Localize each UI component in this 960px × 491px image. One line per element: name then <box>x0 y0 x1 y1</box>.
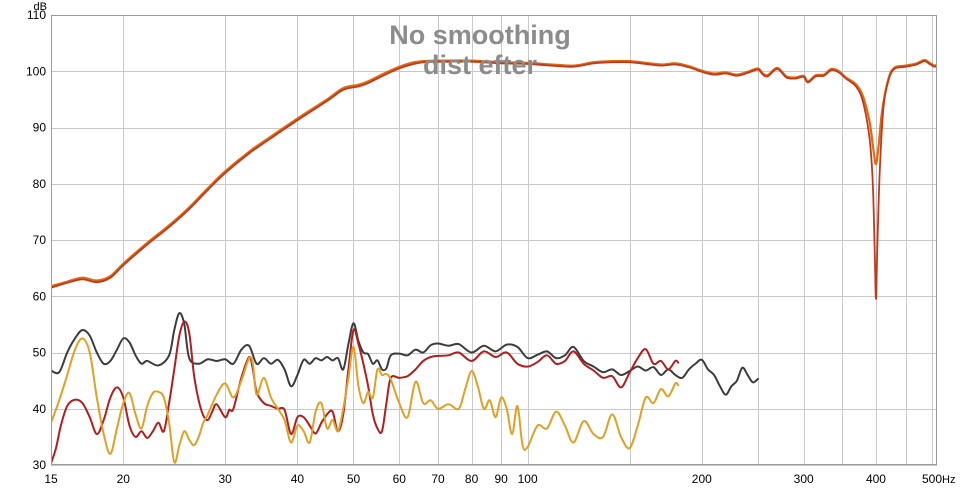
series-line-1 <box>51 58 937 288</box>
x-tick-label: 40 <box>291 472 305 486</box>
x-tick-label: 60 <box>393 472 407 486</box>
x-tick-labels: 15 20 30 40 50 60 70 80 90 100 200 300 400 500 <box>44 472 942 486</box>
x-tick-label: 100 <box>518 472 538 486</box>
series-line-4 <box>51 320 680 465</box>
series-group <box>51 58 937 465</box>
x-tick-label: 80 <box>465 472 479 486</box>
chart-subtitle: dist efter <box>423 50 538 80</box>
grid <box>51 15 937 466</box>
chart-title: No smoothing <box>389 20 570 50</box>
y-axis-unit-label: dB <box>34 1 47 13</box>
y-tick-label: 110 <box>27 8 46 22</box>
x-axis-unit-label: Hz <box>942 474 955 486</box>
series-line-3 <box>51 312 759 396</box>
y-tick-label: 90 <box>33 121 47 135</box>
x-tick-label: 50 <box>347 472 361 486</box>
y-tick-label: 60 <box>33 289 47 303</box>
x-tick-label: 300 <box>794 472 814 486</box>
y-tick-label: 30 <box>33 458 47 472</box>
x-tick-label: 200 <box>692 472 712 486</box>
x-tick-label: 90 <box>495 472 509 486</box>
y-tick-label: 80 <box>33 177 47 191</box>
x-tick-label: 15 <box>44 472 58 486</box>
y-tick-labels: 30 40 50 60 70 80 90 100 110 <box>26 8 46 472</box>
x-tick-label: 70 <box>431 472 445 486</box>
x-tick-label: 500 <box>922 472 942 486</box>
series-line-5 <box>51 337 680 464</box>
y-tick-label: 50 <box>33 346 47 360</box>
x-tick-label: 400 <box>866 472 886 486</box>
y-tick-label: 40 <box>33 402 47 416</box>
series-line-2 <box>51 60 937 300</box>
y-tick-label: 70 <box>33 233 47 247</box>
x-tick-label: 30 <box>218 472 232 486</box>
y-tick-label: 100 <box>26 64 46 78</box>
plot-frame <box>51 15 937 465</box>
x-tick-label: 20 <box>117 472 131 486</box>
